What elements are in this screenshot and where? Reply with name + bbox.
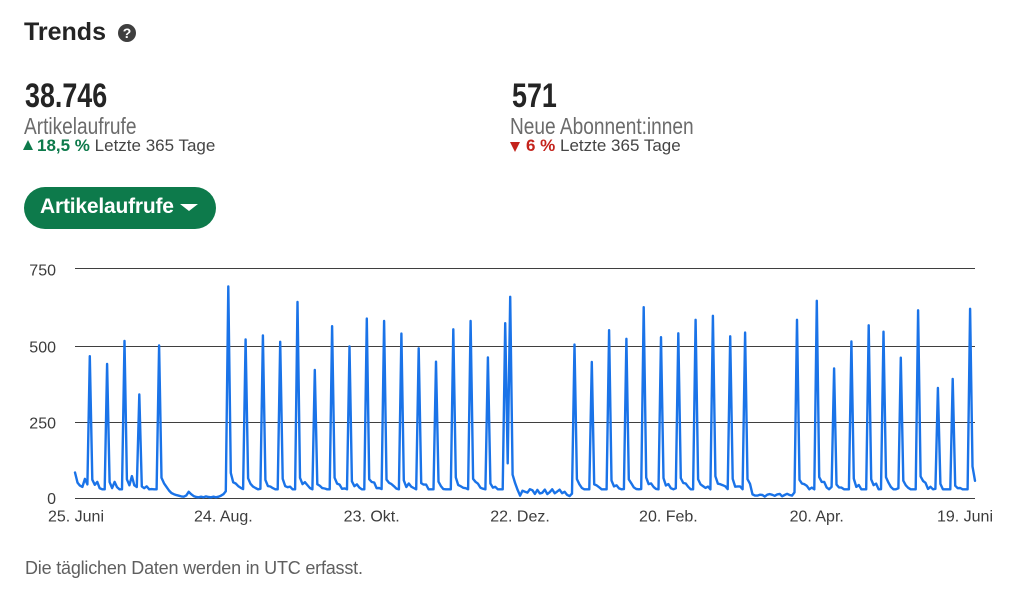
svg-text:22. Dez.: 22. Dez.: [490, 509, 550, 526]
svg-text:20. Feb.: 20. Feb.: [639, 509, 698, 526]
svg-text:250: 250: [29, 416, 56, 433]
svg-text:750: 750: [29, 263, 56, 280]
svg-text:20. Apr.: 20. Apr.: [790, 509, 844, 526]
svg-text:19. Juni: 19. Juni: [937, 509, 993, 526]
svg-text:24. Aug.: 24. Aug.: [194, 509, 253, 526]
svg-text:500: 500: [29, 340, 56, 357]
svg-text:25. Juni: 25. Juni: [48, 509, 104, 526]
svg-text:0: 0: [47, 491, 56, 508]
svg-text:23. Okt.: 23. Okt.: [344, 509, 400, 526]
